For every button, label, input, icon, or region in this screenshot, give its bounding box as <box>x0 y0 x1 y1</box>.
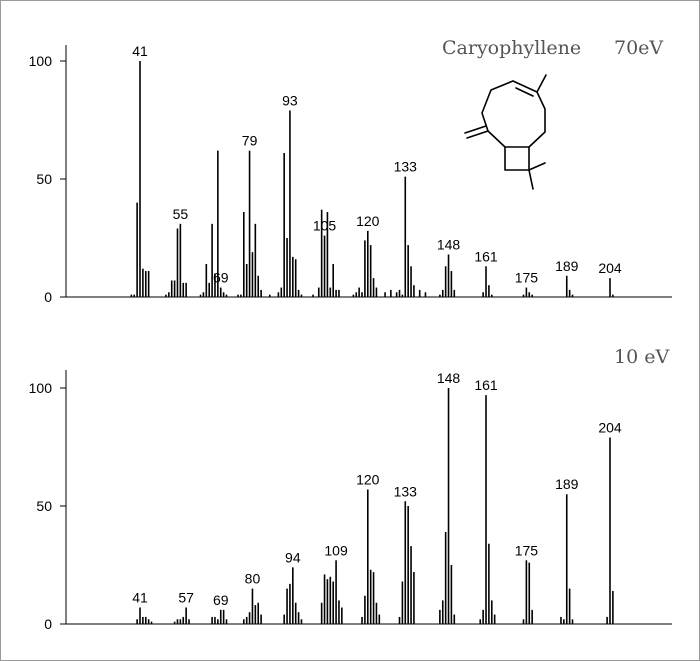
peak-label: 94 <box>285 549 301 565</box>
peak-label: 79 <box>242 133 258 149</box>
peak-label: 204 <box>598 420 622 436</box>
peak-label: 204 <box>598 260 622 276</box>
caryophyllene-structure-icon <box>464 74 547 190</box>
peak-label: 120 <box>356 471 380 487</box>
peak-label: 161 <box>474 248 498 264</box>
bars-10ev <box>136 388 614 624</box>
peak-label: 148 <box>437 237 461 253</box>
peak-label: 189 <box>555 258 579 274</box>
y-tick-label: 50 <box>36 171 52 187</box>
peak-label: 41 <box>132 43 148 59</box>
peak-label: 175 <box>515 270 539 286</box>
peak-labels-10ev: 41 57 69 80 94 109 120 133 148 161 175 189 204 <box>132 370 622 608</box>
y-tick-label: 50 <box>36 498 52 514</box>
y-tick-label: 0 <box>44 289 52 305</box>
peak-label: 69 <box>213 592 229 608</box>
peak-label: 109 <box>324 542 348 558</box>
peak-labels-70ev: 41 55 69 79 93 105 120 133 148 161 175 189 204 <box>132 43 622 286</box>
peak-label: 148 <box>437 370 461 386</box>
peak-label: 41 <box>132 589 148 605</box>
y-ticks-70ev: 0 50 100 <box>29 53 66 305</box>
peak-label: 133 <box>394 159 418 175</box>
peak-label: 161 <box>474 377 498 393</box>
peak-label: 80 <box>245 571 261 587</box>
peak-label: 69 <box>213 270 229 286</box>
peak-label: 133 <box>394 483 418 499</box>
bars-70ev <box>130 61 614 297</box>
peak-label: 93 <box>282 93 298 109</box>
peak-label: 175 <box>515 542 539 558</box>
spectrum-70ev: 0 50 100 41 55 69 79 93 105 120 133 148 161 175 189 20… <box>29 37 672 305</box>
peak-label: 55 <box>173 206 189 222</box>
y-ticks-10ev: 0 50 100 <box>29 380 66 632</box>
y-tick-label: 100 <box>29 380 53 396</box>
compound-name: Caryophyllene <box>442 37 581 59</box>
y-tick-label: 100 <box>29 53 53 69</box>
peak-label: 57 <box>178 589 194 605</box>
peak-label: 105 <box>313 218 337 234</box>
energy-label-70ev: 70eV <box>614 37 663 59</box>
y-tick-label: 0 <box>44 616 52 632</box>
peak-label: 189 <box>555 476 579 492</box>
spectrum-10ev: 0 50 100 41 57 69 80 94 109 120 133 148 161 175 189 20… <box>29 346 672 632</box>
energy-label-10ev: 10 eV <box>614 346 669 368</box>
peak-label: 120 <box>356 213 380 229</box>
